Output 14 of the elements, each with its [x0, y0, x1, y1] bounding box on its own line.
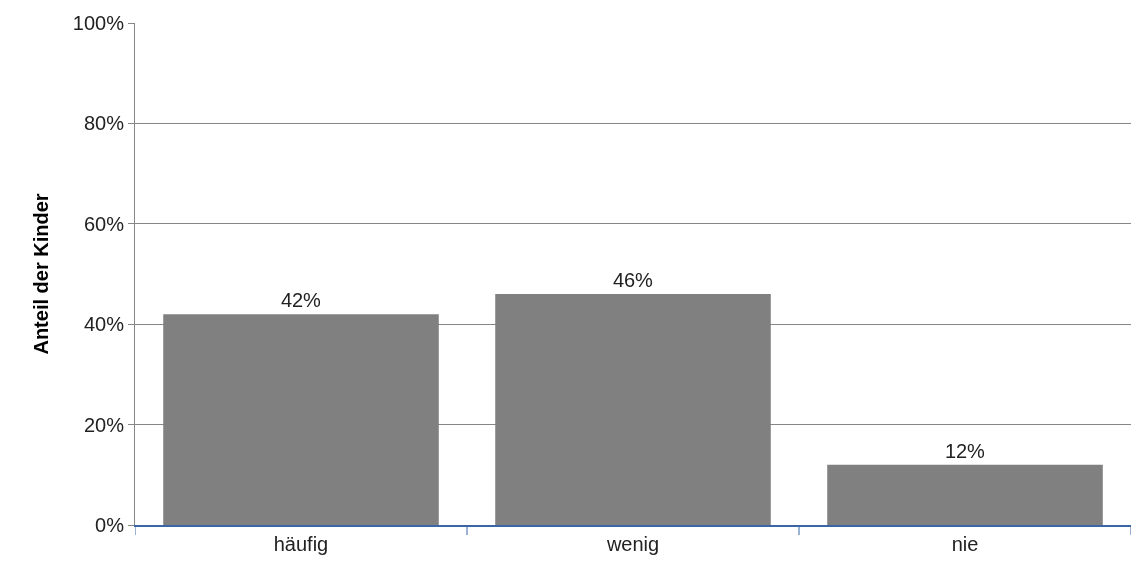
y-tick-label: 20% — [83, 413, 125, 436]
data-label: 46% — [612, 269, 654, 292]
y-axis-title: Anteil der Kinder — [30, 193, 53, 355]
y-tick-label: 40% — [83, 313, 125, 336]
x-tick-label: nie — [951, 532, 979, 555]
y-tick-label: 0% — [95, 514, 125, 536]
y-tick-label: 80% — [83, 112, 125, 135]
data-label: 12% — [944, 439, 986, 462]
y-tick-label: 60% — [83, 212, 125, 235]
bar — [827, 464, 1103, 525]
data-label: 42% — [280, 289, 322, 312]
x-tick-label: häufig — [273, 532, 329, 555]
y-tick-label: 100% — [72, 12, 125, 34]
x-tick-label: wenig — [605, 532, 660, 555]
